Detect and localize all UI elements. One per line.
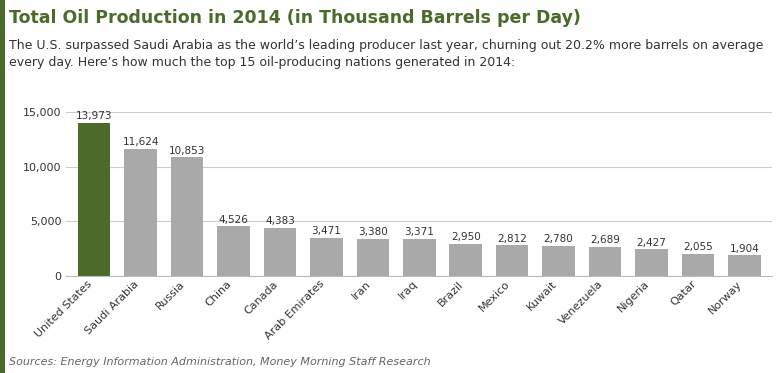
Text: 2,780: 2,780 — [544, 234, 573, 244]
Text: 3,371: 3,371 — [404, 228, 434, 238]
Text: 4,383: 4,383 — [265, 216, 295, 226]
Text: 4,526: 4,526 — [218, 215, 248, 225]
Text: 11,624: 11,624 — [122, 137, 159, 147]
Bar — [171, 157, 204, 276]
Bar — [218, 226, 250, 276]
Text: 2,427: 2,427 — [636, 238, 666, 248]
Text: 2,812: 2,812 — [497, 233, 527, 244]
Bar — [78, 123, 111, 276]
Text: The U.S. surpassed Saudi Arabia as the world’s leading producer last year, churn: The U.S. surpassed Saudi Arabia as the w… — [9, 39, 764, 69]
Text: Sources: Energy Information Administration, Money Morning Staff Research: Sources: Energy Information Administrati… — [9, 357, 431, 367]
Text: 13,973: 13,973 — [76, 112, 112, 122]
Bar — [356, 239, 389, 276]
Text: 3,380: 3,380 — [358, 228, 388, 237]
Bar — [310, 238, 342, 276]
Text: 1,904: 1,904 — [729, 244, 759, 254]
Bar — [403, 239, 435, 276]
Text: 2,689: 2,689 — [590, 235, 620, 245]
Text: 3,471: 3,471 — [311, 226, 342, 236]
Bar — [264, 228, 296, 276]
Text: Total Oil Production in 2014 (in Thousand Barrels per Day): Total Oil Production in 2014 (in Thousan… — [9, 9, 581, 27]
Bar — [124, 149, 157, 276]
Bar — [635, 250, 668, 276]
Bar — [728, 255, 760, 276]
Text: 2,950: 2,950 — [451, 232, 480, 242]
Bar — [589, 247, 621, 276]
Bar — [449, 244, 482, 276]
Bar — [542, 245, 575, 276]
Text: 10,853: 10,853 — [168, 145, 205, 156]
Bar — [682, 254, 714, 276]
Bar — [496, 245, 528, 276]
Text: 2,055: 2,055 — [683, 242, 713, 252]
